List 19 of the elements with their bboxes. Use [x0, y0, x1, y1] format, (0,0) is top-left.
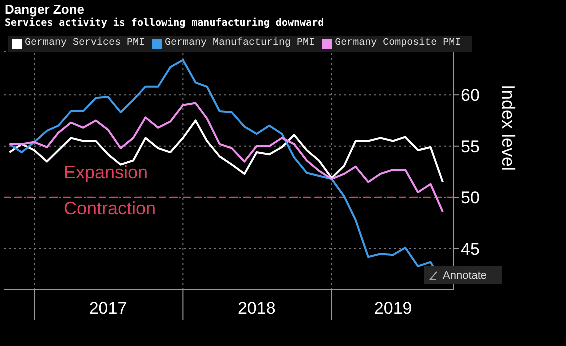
- y-tick-label: 50: [461, 188, 480, 208]
- x-tick-label: 2018: [238, 299, 276, 318]
- y-tick-label: 60: [461, 86, 480, 106]
- chart-subtitle: Services activity is following manufacturing downward: [5, 18, 324, 29]
- legend-label: Germany Composite PMI: [334, 37, 462, 51]
- legend-label: Germany Manufacturing PMI: [164, 37, 316, 51]
- line-series: [8, 102, 444, 214]
- y-tick-label: 55: [461, 137, 480, 156]
- line-series: [8, 59, 444, 285]
- x-tick-label: 2017: [89, 299, 128, 318]
- x-tick-label: 2019: [374, 299, 412, 318]
- annotation: Annotate: [443, 270, 488, 282]
- y-axis-title: Index level: [498, 84, 519, 171]
- chart-title: Danger Zone: [5, 2, 84, 17]
- line-series: [8, 120, 444, 184]
- legend-label: Germany Services PMI: [24, 37, 146, 51]
- y-tick-label: 45: [461, 240, 480, 259]
- annotation: Contraction: [64, 198, 156, 218]
- annotation: Expansion: [64, 162, 148, 182]
